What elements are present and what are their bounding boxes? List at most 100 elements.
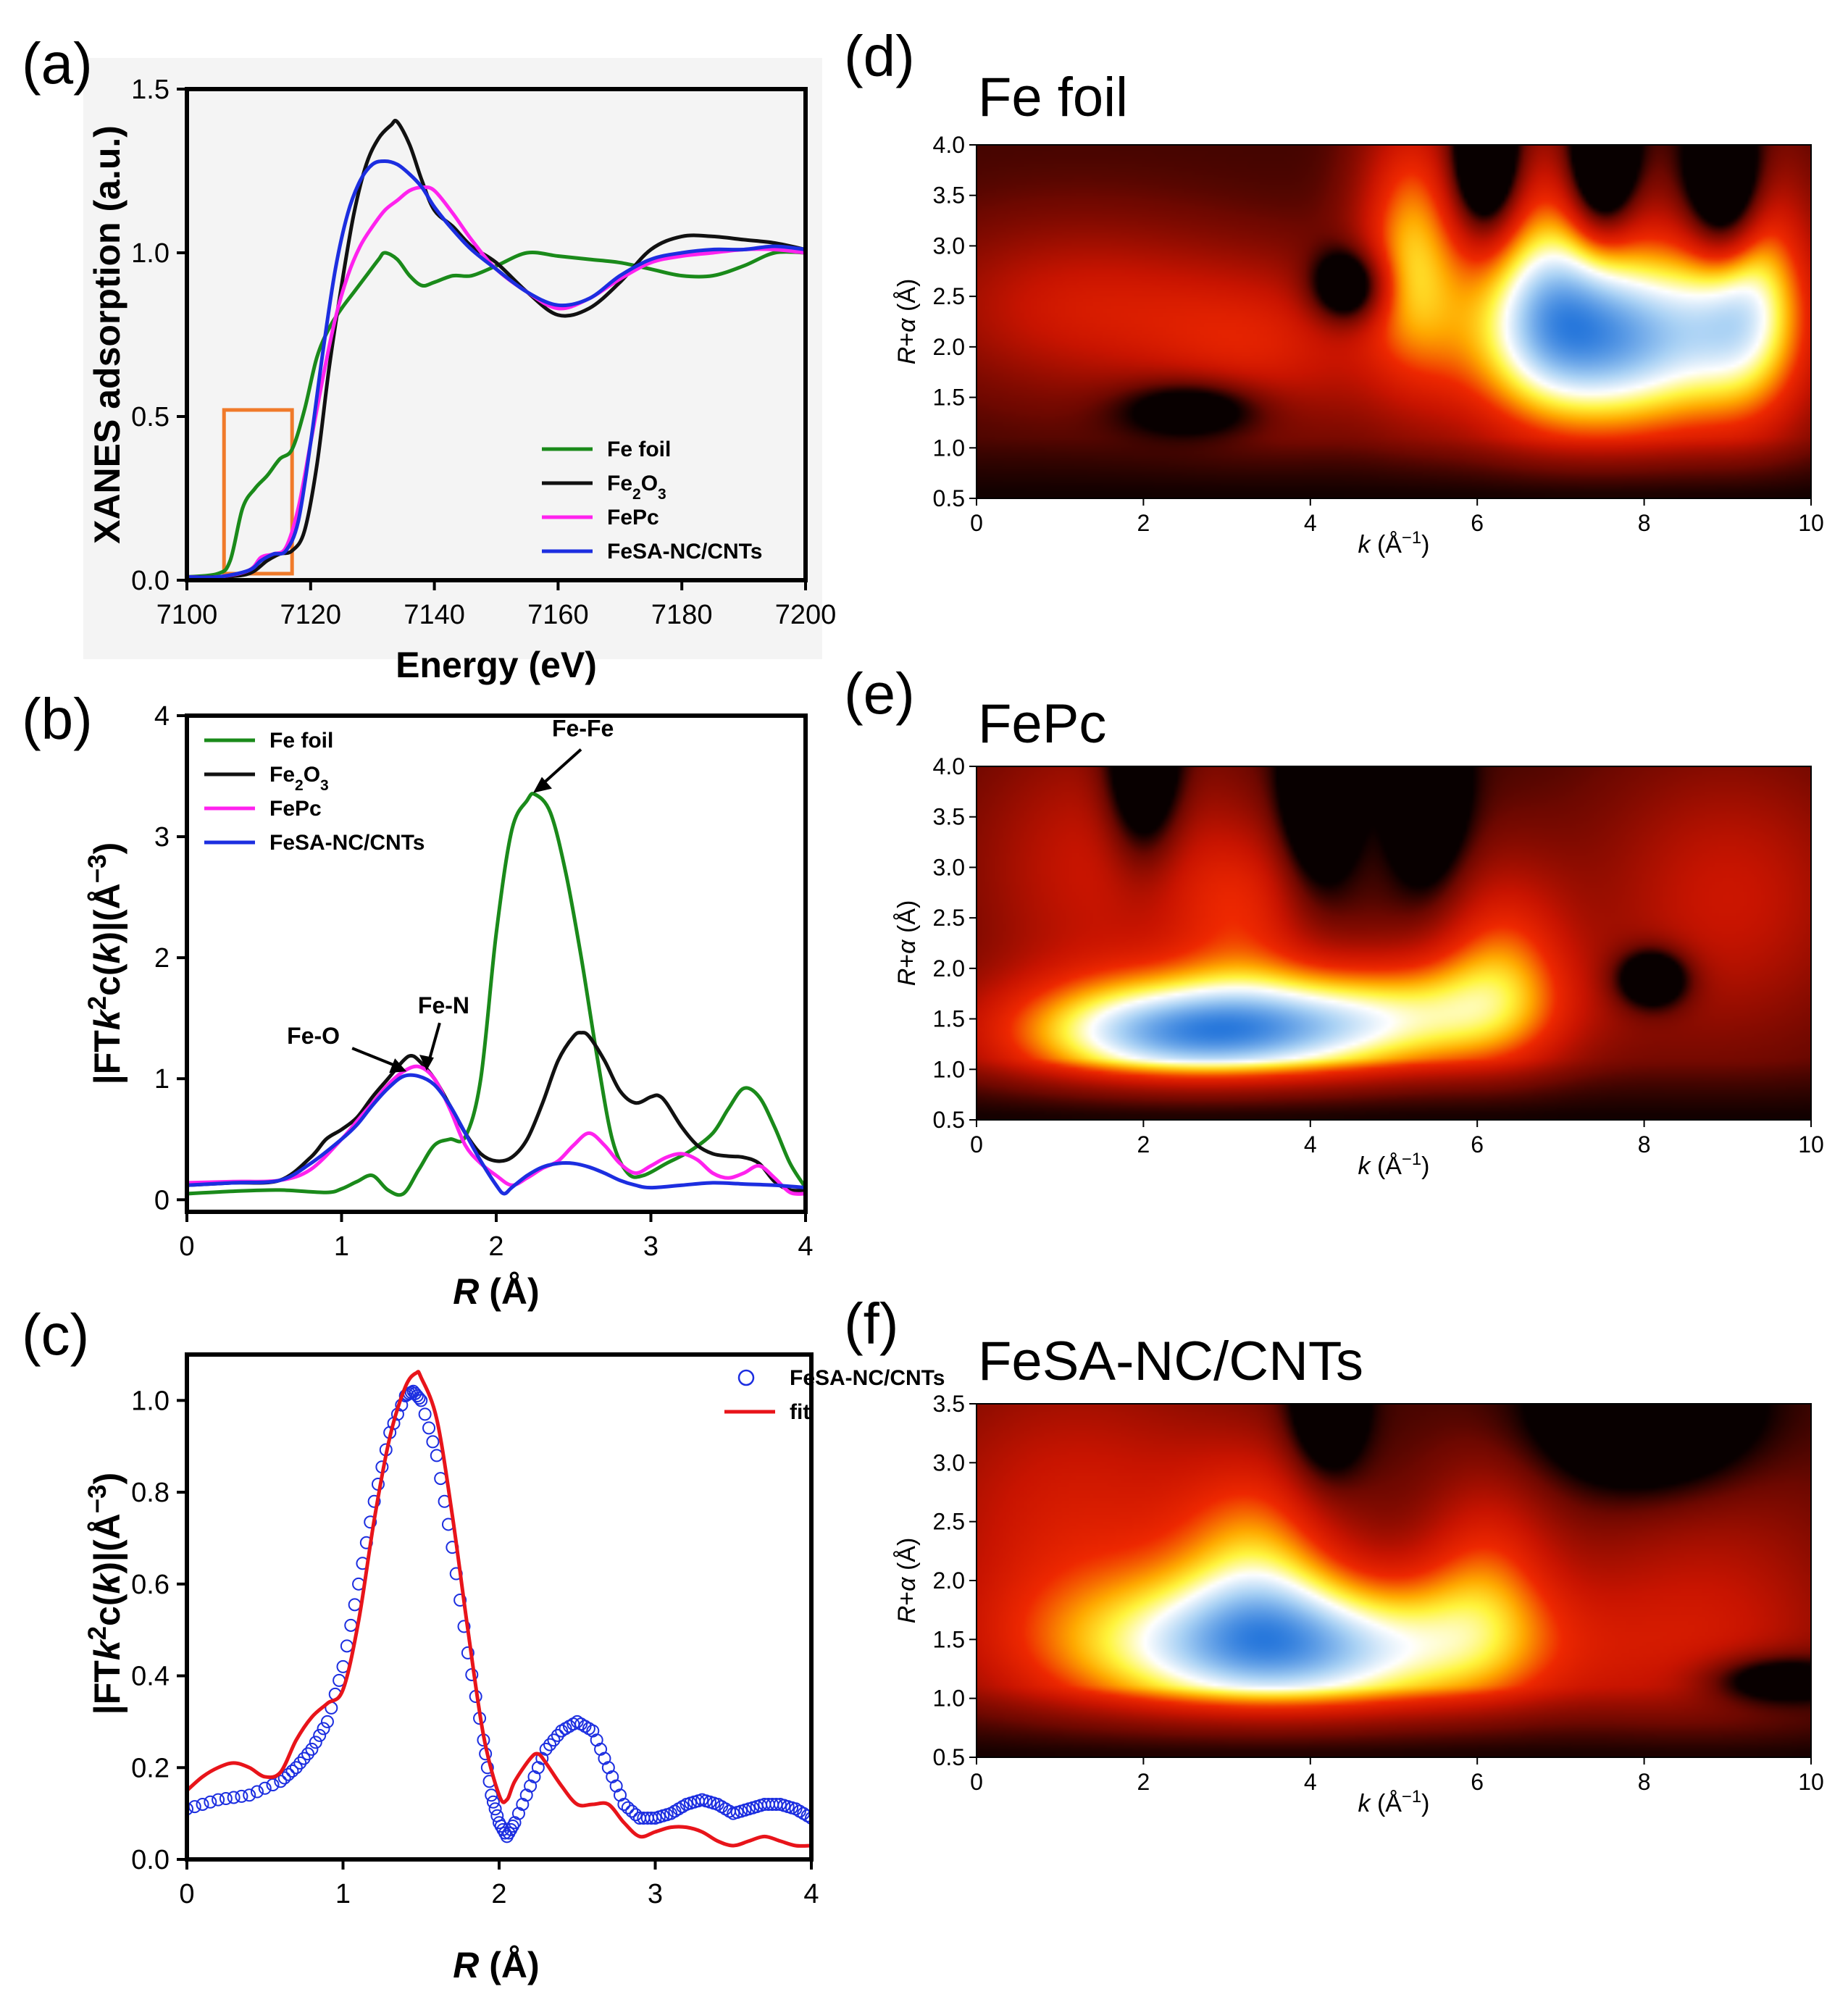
data-point	[418, 1407, 432, 1421]
panel-b-label: (b)	[22, 687, 93, 751]
y-tick-label: 0.5	[933, 1744, 965, 1770]
svg-text:|FTk2c(k)|(Å−3): |FTk2c(k)|(Å−3)	[83, 842, 129, 1085]
y-axis-title: R+α (Å)	[893, 1538, 921, 1624]
panel-f-heatmap: 0 2 4 6 8 10 0.5 1.0 1.5 2.0 2.5 3.0 3.5 k (Å−1) R+α (…	[893, 1391, 1824, 1817]
svg-text:|FTk2c(k)|(Å−3): |FTk2c(k)|(Å−3)	[83, 1473, 129, 1715]
panel-d-heatmap: 0 2 4 6 8 10 0.5 1.0 1.5 2.0 2.5 3.0 3.5 4.0 k (Å−1) R+…	[893, 132, 1824, 558]
y-tick-label: 0.0	[131, 566, 170, 596]
panel-e-wavelet-fepc: (e) FePc	[844, 661, 1106, 755]
legend-label: Fe2O3	[269, 763, 329, 794]
x-tick-label: 0	[970, 1769, 983, 1795]
panel-e-heatmap: 0 2 4 6 8 10 0.5 1.0 1.5 2.0 2.5 3.0 3.5 4.0 k (Å−1) R+…	[893, 753, 1824, 1180]
y-tick-label: 3.5	[933, 183, 965, 209]
y-tick-label: 1.5	[933, 385, 965, 411]
data-point	[266, 1778, 280, 1792]
panel-e-label: (e)	[844, 661, 915, 726]
plot-frame	[976, 144, 1812, 499]
data-point	[313, 1728, 327, 1742]
y-tick-label: 0.5	[933, 1107, 965, 1133]
panel-a-label: (a)	[22, 31, 93, 96]
y-tick-label: 0.2	[131, 1753, 170, 1783]
data-point	[457, 1620, 471, 1633]
y-tick-label: 2	[154, 943, 170, 974]
x-tick-label: 7180	[651, 600, 713, 630]
plot-frame	[185, 1352, 814, 1862]
x-axis-title: k (Å−1)	[1358, 528, 1430, 559]
data-point	[348, 1598, 361, 1612]
data-point	[297, 1751, 311, 1765]
panel-b-ft-exafs: (b)	[22, 687, 93, 751]
series-fe2o3-line	[187, 119, 806, 579]
x-tick-label: 2	[488, 1231, 503, 1262]
x-tick-label: 2	[1137, 510, 1150, 536]
y-tick-label: 2.5	[933, 905, 965, 931]
x-tick-label: 0	[970, 1131, 983, 1158]
panel-c-fit: (c)	[22, 1302, 89, 1367]
data-point	[488, 1802, 502, 1816]
y-tick-label: 4.0	[933, 132, 965, 158]
x-tick-label: 10	[1798, 1131, 1824, 1158]
y-tick-label: 1.0	[933, 435, 965, 461]
plot-frame	[976, 766, 1812, 1121]
data-point	[485, 1788, 498, 1802]
x-tick-label: 6	[1471, 510, 1484, 536]
annotation-fe-fe: Fe-Fe	[552, 716, 614, 742]
y-tick-label: 3.5	[933, 1391, 965, 1417]
x-tick-label: 2	[1137, 1131, 1150, 1158]
data-point	[219, 1792, 233, 1806]
series-fe2o3-line	[187, 1031, 806, 1193]
legend-label: Fe foil	[269, 729, 333, 753]
y-axis-title: |FTk2c(k)|(Å−3)	[83, 842, 129, 1085]
data-point	[486, 1795, 500, 1809]
x-tick-label: 6	[1471, 1769, 1484, 1795]
x-tick-label: 8	[1638, 510, 1651, 536]
x-tick-label: 10	[1798, 510, 1824, 536]
data-point	[625, 1804, 639, 1818]
x-tick-label: 4	[1304, 1769, 1317, 1795]
heatmap-image	[977, 766, 1811, 1120]
data-point	[250, 1785, 264, 1799]
series-fepc-line	[187, 185, 806, 579]
x-tick-label: 8	[1638, 1131, 1651, 1158]
panel-f-label: (f)	[844, 1292, 899, 1356]
panel-b-plot: 0 1 2 3 4 0 1 2 3 4 Fe foil Fe2O3 FePc FeSA-NC/CNTs Fe…	[154, 701, 814, 1262]
annotation-fe-o: Fe-O	[287, 1023, 340, 1049]
legend-label: Fe foil	[607, 438, 671, 461]
y-axis-title: XANES adsorption (a.u.)	[87, 125, 127, 544]
x-tick-label: 4	[1304, 510, 1317, 536]
legend-label: FeSA-NC/CNTs	[269, 831, 425, 855]
x-tick-label: 7160	[527, 600, 589, 630]
heatmap-image	[977, 145, 1811, 498]
arrow-head	[419, 1055, 434, 1071]
data-point	[320, 1715, 334, 1728]
data-point	[367, 1494, 381, 1508]
panel-c-label: (c)	[22, 1302, 89, 1367]
legend-label: Fe2O3	[607, 472, 666, 503]
y-tick-label: 3.0	[933, 854, 965, 880]
data-point	[196, 1797, 209, 1811]
data-point	[412, 1391, 426, 1405]
panel-d-label: (d)	[844, 24, 915, 88]
y-tick-label: 4.0	[933, 753, 965, 779]
legend-label: FePc	[607, 506, 659, 529]
x-tick-label: 3	[643, 1231, 658, 1262]
panel-a-plot: 7100 7120 7140 7160 7180 7200 0.0 0.5 1.0 1.5 Fe f…	[87, 75, 836, 685]
panel-f-wavelet-fesa: (f) FeSA-NC/CNTs	[844, 1292, 1363, 1392]
x-tick-label: 4	[798, 1231, 813, 1262]
panel-d-title: Fe foil	[978, 67, 1128, 128]
pre-edge-highlight-box	[222, 408, 294, 576]
data-point	[410, 1389, 424, 1403]
series-fesa-nc-cnts-markers	[187, 1384, 811, 1843]
data-point	[422, 1421, 436, 1435]
x-axis-title: k (Å−1)	[1358, 1787, 1430, 1818]
panel-c-plot: 0 1 2 3 4 0.0 0.2 0.4 0.6 0.8 1.0 FeSA-NC/CNTs fit	[131, 1352, 945, 1909]
data-point	[289, 1761, 303, 1775]
data-point	[551, 1728, 564, 1742]
y-tick-label: 1.5	[933, 1626, 965, 1652]
x-tick-label: 0	[970, 510, 983, 536]
x-tick-label: 8	[1638, 1769, 1651, 1795]
y-tick-label: 0.6	[131, 1570, 170, 1600]
y-tick-label: 4	[154, 701, 170, 732]
data-point	[282, 1767, 296, 1781]
plot-frame	[185, 713, 808, 1214]
